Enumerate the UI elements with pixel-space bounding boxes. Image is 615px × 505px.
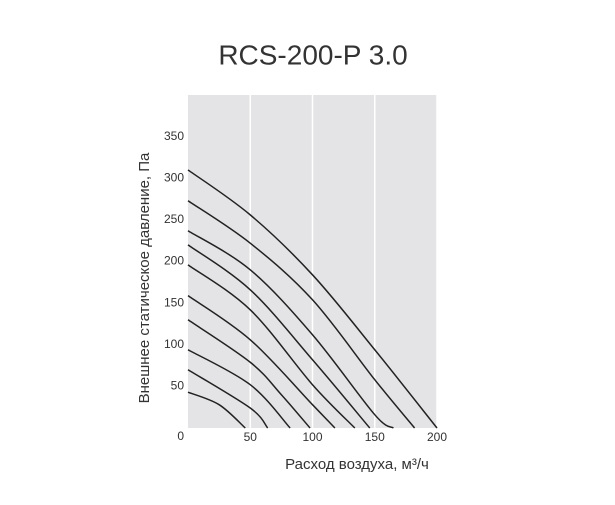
fan-curve (187, 264, 356, 429)
y-tick-label: 100 (164, 337, 184, 351)
fan-curve (187, 200, 416, 429)
x-tick-label: 100 (302, 430, 322, 444)
x-axis-label: Расход воздуха, м³/ч (285, 456, 429, 473)
fan-curve (187, 319, 311, 429)
y-axis-label: Внешнее статическое давление, Па (136, 152, 153, 403)
y-tick-label: 150 (164, 295, 184, 309)
fan-curve (187, 230, 394, 429)
fan-curve (187, 391, 246, 429)
y-tick-label: 200 (164, 254, 184, 268)
x-tick-label: 50 (244, 430, 258, 444)
x-tick-label: 150 (365, 430, 385, 444)
y-tick-label: 350 (164, 129, 184, 143)
y-tick-label: 250 (164, 212, 184, 226)
x-tick-label: 200 (427, 430, 447, 444)
y-tick-label: 300 (164, 170, 184, 184)
fan-curve (187, 349, 291, 429)
y-tick-label: 50 (171, 379, 185, 393)
fan-curve (187, 244, 371, 429)
fan-curve (187, 295, 336, 429)
fan-curve (187, 369, 269, 429)
chart-title: RCS-200-P 3.0 (218, 39, 407, 70)
y-tick-label: 0 (177, 429, 184, 443)
fan-curve (187, 169, 438, 429)
